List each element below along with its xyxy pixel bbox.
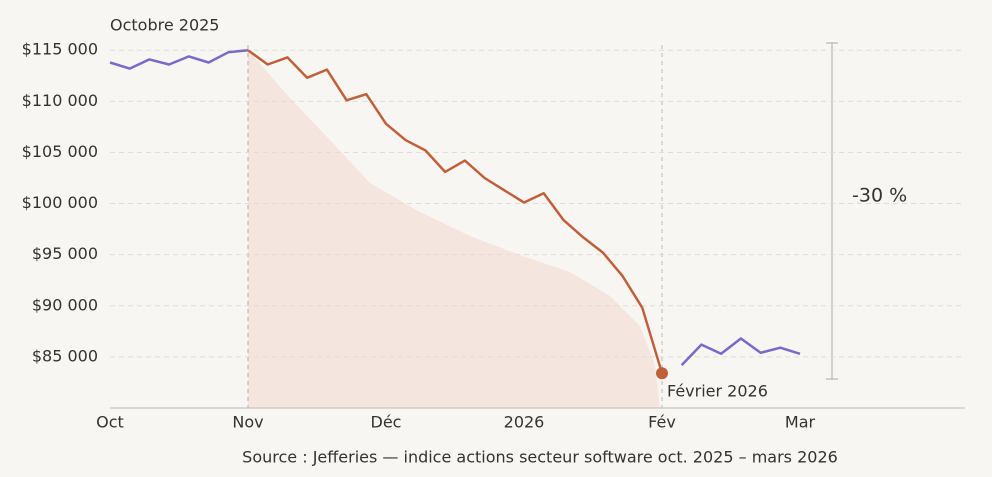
annotation: -30 % xyxy=(852,185,907,207)
line xyxy=(247,49,664,374)
y-tick-label: $90 000 xyxy=(32,295,98,314)
source: Source : Jefferies — indice actions sect… xyxy=(242,448,838,467)
y-tick-label: $110 000 xyxy=(22,91,98,110)
x-tick-label: Fév xyxy=(648,413,676,432)
end-point xyxy=(656,367,668,380)
shaded-area xyxy=(248,50,660,408)
x-tick-label: Oct xyxy=(96,413,124,432)
y-tick-label: $100 000 xyxy=(22,193,98,212)
annotation: Octobre 2025 xyxy=(110,16,219,35)
y-tick-label: $95 000 xyxy=(32,244,98,263)
x-tick-label: Déc xyxy=(371,413,402,432)
line xyxy=(109,48,801,366)
x-tick-label: Mar xyxy=(785,413,816,432)
annotation: Février 2026 xyxy=(667,382,768,401)
y-tick-label: $85 000 xyxy=(32,346,98,365)
x-tick-label: Nov xyxy=(232,413,263,432)
y-tick-label: $105 000 xyxy=(22,142,98,161)
x-tick-label: 2026 xyxy=(504,413,545,432)
y-tick-label: $115 000 xyxy=(22,40,98,59)
